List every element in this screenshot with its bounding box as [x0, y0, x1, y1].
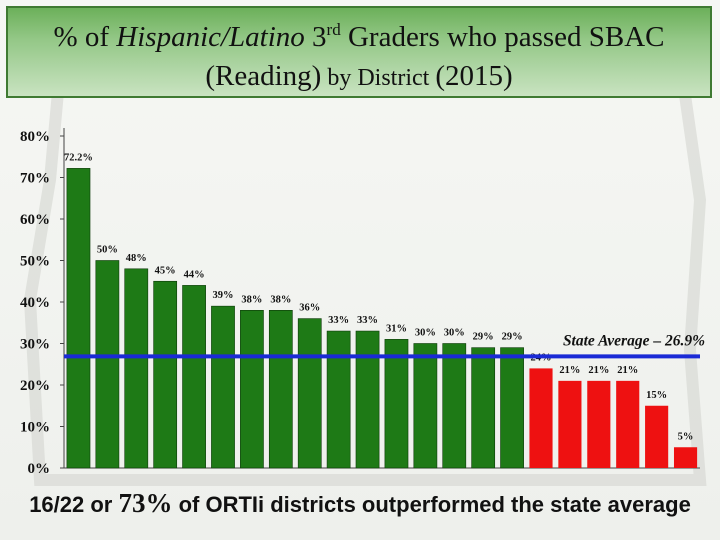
bar: [211, 305, 235, 469]
state-average-label: State Average – 26.9%: [563, 332, 705, 349]
bar-value-label: 21%: [588, 365, 609, 376]
bar-value-label: 30%: [415, 328, 436, 339]
bar: [645, 405, 669, 468]
title-by-district: by District: [321, 65, 436, 91]
bars-group: [66, 168, 698, 469]
bar-chart: 0% 10% 20% 30% 40% 50% 60% 70% 80% 72.2% 50% 48% 45…: [20, 128, 705, 477]
bar: [66, 168, 91, 469]
chart-title-line2: (Reading) by District (2015): [8, 60, 710, 93]
bar-value-label: 15%: [646, 390, 667, 401]
bar-value-label: 31%: [386, 323, 407, 334]
bar: [326, 330, 351, 469]
bar-value-label: 44%: [184, 269, 205, 280]
bar: [240, 310, 264, 469]
bar-value-label: 29%: [473, 332, 494, 343]
bar: [558, 380, 582, 468]
bar-value-label: 38%: [270, 294, 291, 305]
title-banner: % of Hispanic/Latino 3rd Graders who pas…: [6, 6, 712, 98]
y-tick-label: 10%: [20, 420, 50, 436]
y-tick-label: 70%: [20, 171, 50, 187]
bar: [500, 347, 524, 469]
chart-area: 0% 10% 20% 30% 40% 50% 60% 70% 80% 72.2% 50% 48% 45…: [6, 104, 712, 480]
bar-labels-group: 72.2% 50% 48% 45% 44% 39% 38% 38% 36% 33% 33% 31% 30…: [64, 152, 693, 442]
bar-value-label: 33%: [328, 315, 349, 326]
footer-percent: 73%: [118, 488, 173, 518]
bar: [95, 260, 120, 469]
title-grade-sup: rd: [326, 20, 341, 39]
y-tick-label: 80%: [20, 129, 50, 145]
bar-value-label: 50%: [97, 245, 118, 256]
bar: [384, 339, 409, 469]
bar: [355, 330, 380, 469]
bar: [471, 347, 496, 469]
y-tick-label: 0%: [28, 461, 51, 477]
bar: [297, 318, 322, 469]
bar-value-label: 30%: [444, 328, 465, 339]
y-tick-label: 40%: [20, 295, 50, 311]
bar: [182, 285, 206, 469]
y-tick-label: 30%: [20, 337, 50, 353]
y-tick-label: 60%: [20, 212, 50, 228]
bar-value-label: 21%: [559, 365, 580, 376]
bar: [529, 368, 553, 468]
bar-value-label: 45%: [155, 265, 176, 276]
bar: [124, 268, 149, 469]
bar-value-label: 48%: [126, 253, 147, 264]
title-year: (2015): [435, 60, 513, 92]
bar: [616, 380, 640, 468]
bar-value-label: 21%: [617, 365, 638, 376]
title-grade-num: 3: [312, 21, 327, 53]
bar-value-label: 36%: [299, 303, 320, 314]
bar: [673, 447, 698, 468]
title-suffix: Graders who passed SBAC: [340, 21, 665, 53]
footer-caption: 16/22 or 73% of ORTIi districts outperfo…: [0, 488, 720, 519]
bar: [442, 343, 467, 469]
chart-title-line1: % of Hispanic/Latino 3rd Graders who pas…: [8, 20, 710, 54]
bar-value-label: 29%: [502, 332, 523, 343]
state-average-group: State Average – 26.9%: [64, 332, 705, 359]
bar-value-label: 72.2%: [64, 152, 93, 163]
bar: [268, 310, 293, 469]
title-reading: (Reading): [205, 60, 322, 92]
title-group: Hispanic/Latino: [116, 21, 305, 53]
footer-part2: of ORTIi districts outperformed the stat…: [172, 492, 691, 517]
title-prefix: % of: [53, 21, 117, 53]
bar: [153, 280, 178, 469]
bar-value-label: 38%: [241, 294, 262, 305]
y-tick-label: 50%: [20, 254, 50, 270]
bar: [413, 343, 438, 469]
bar-value-label: 33%: [357, 315, 378, 326]
bar-value-label: 5%: [678, 431, 694, 442]
y-tick-label: 20%: [20, 378, 50, 394]
bar: [587, 380, 611, 468]
footer-part1: 16/22 or: [29, 492, 119, 517]
bar-value-label: 39%: [213, 290, 234, 301]
